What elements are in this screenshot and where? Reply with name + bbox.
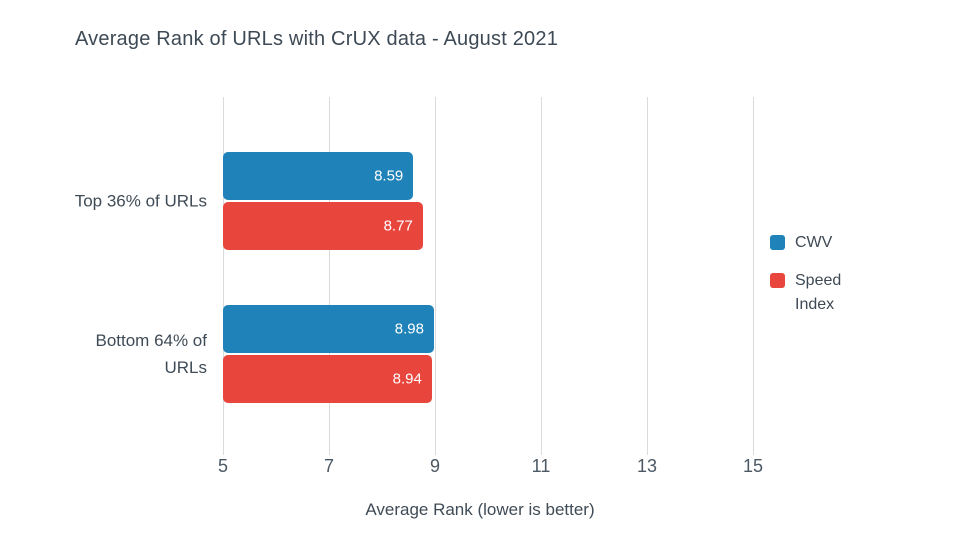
bar-value-label: 8.94 (392, 370, 422, 388)
bar-value-label: 8.59 (374, 167, 404, 185)
x-axis-label: Average Rank (lower is better) (365, 500, 595, 519)
legend-label-speed-index: Speed Index (795, 272, 842, 313)
gridline-x-13 (647, 97, 648, 455)
bar-speed-index-top-36-of-urls[interactable]: 8.77 (223, 202, 423, 250)
x-tick-label-9: 9 (429, 456, 440, 476)
gridline-x-7 (329, 97, 330, 455)
x-tick-label-15: 15 (742, 456, 764, 476)
gridline-x-9 (435, 97, 436, 455)
bar-speed-index-bottom-64-of-urls[interactable]: 8.94 (223, 355, 432, 403)
legend-swatch-speed-index (770, 273, 785, 288)
chart-title: Average Rank of URLs with CrUX data - Au… (75, 28, 559, 50)
gridline-x-11 (541, 97, 542, 455)
bar-cwv-bottom-64-of-urls[interactable]: 8.98 (223, 305, 434, 353)
legend-swatch-cwv (770, 235, 785, 250)
bar-cwv-top-36-of-urls[interactable]: 8.59 (223, 152, 414, 200)
bar-value-label: 8.98 (394, 320, 424, 338)
legend: CWV Speed Index (770, 231, 857, 317)
x-tick-label-13: 13 (636, 456, 658, 476)
gridline-x-5 (223, 97, 224, 455)
x-tick-label-7: 7 (323, 456, 334, 476)
x-tick-label-5: 5 (217, 456, 228, 476)
gridline-x-15 (753, 97, 754, 455)
legend-label-cwv: CWV (795, 234, 833, 251)
legend-item-cwv[interactable]: CWV (770, 231, 857, 255)
category-label-bottom-64-of-urls: Bottom 64% of URLs (95, 331, 207, 377)
legend-item-speed-index[interactable]: Speed Index (770, 269, 857, 317)
bar-value-label: 8.77 (383, 217, 413, 235)
x-tick-label-11: 11 (531, 456, 551, 476)
category-label-top-36-of-urls: Top 36% of URLs (74, 191, 207, 211)
